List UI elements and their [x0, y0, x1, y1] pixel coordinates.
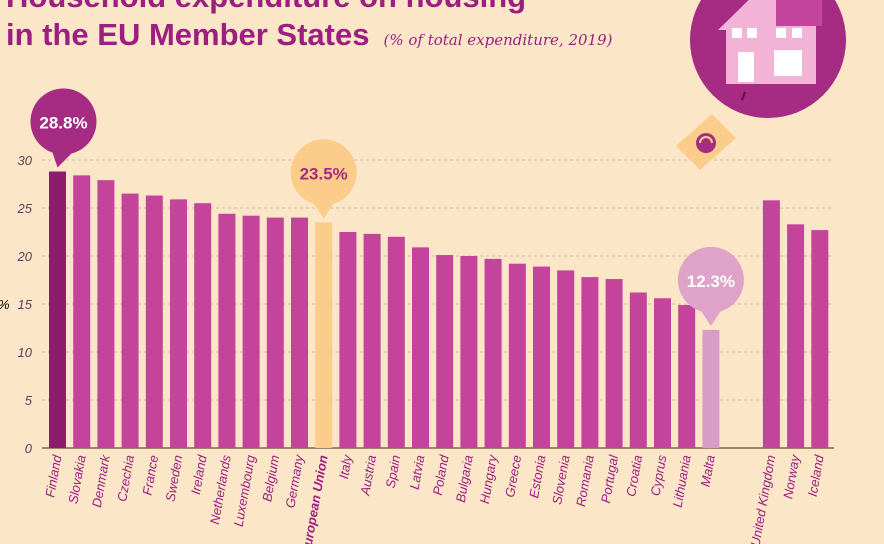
bar-luxembourg [242, 215, 260, 448]
bar-finland [49, 171, 66, 448]
bar-spain [387, 236, 405, 448]
category-label: Hungary [477, 452, 501, 504]
category-label: Luxembourg [231, 453, 258, 528]
callout-value: 12.3% [687, 272, 735, 291]
category-label: Norway [780, 452, 803, 499]
category-label: Netherlands [207, 453, 234, 525]
category-label: Latvia [407, 454, 428, 491]
bar-croatia [629, 292, 647, 448]
category-label: Croatia [623, 454, 645, 498]
bar-norway [787, 224, 805, 448]
category-label: Czechia [114, 454, 137, 503]
bar-lithuania [678, 304, 696, 448]
y-axis-ticks: 0 5 10 15 20 25 30 [17, 153, 33, 456]
y-tick-label: 5 [25, 393, 33, 408]
price-tag-icon [676, 114, 736, 170]
category-label: Lithuania [670, 454, 694, 509]
category-label: Slovakia [65, 454, 88, 505]
bar-denmark [97, 180, 115, 448]
category-label: Bulgaria [453, 454, 476, 504]
chart-title-line-1: Household expenditure on housing [6, 0, 612, 16]
bar-germany [291, 217, 308, 448]
callout-value: 28.8% [39, 114, 87, 133]
bar-portugal [605, 279, 623, 448]
bar-european-union [315, 222, 333, 448]
category-label: Romania [573, 454, 597, 508]
bar-sweden [170, 199, 187, 448]
category-label: Spain [383, 454, 404, 489]
bar-ireland [194, 203, 212, 448]
category-label: Malta [698, 454, 718, 488]
chart-subtitle: (% of total expenditure, 2019) [383, 31, 613, 49]
category-label: Greece [502, 454, 524, 499]
y-axis-label: % [0, 297, 10, 312]
y-tick-label: 15 [18, 297, 33, 312]
y-tick-label: 0 [25, 441, 33, 456]
callout-value: 23.5% [300, 164, 348, 183]
category-label: Iceland [805, 453, 827, 498]
bar-france [145, 195, 163, 448]
bar-latvia [412, 247, 429, 448]
bar-austria [363, 233, 381, 448]
bar-bulgaria [460, 256, 478, 448]
category-label: Ireland [188, 453, 210, 496]
bar-united-kingdom [762, 200, 780, 448]
callout-european-union: 23.5% [290, 139, 357, 219]
bar-greece [508, 263, 526, 448]
y-tick-label: 20 [17, 249, 33, 264]
category-label: Estonia [526, 454, 548, 499]
chart-title-line-2: in the EU Member States (% of total expen… [6, 16, 612, 59]
category-label: France [139, 454, 161, 496]
category-label: Belgium [259, 454, 282, 503]
category-label: Denmark [89, 452, 113, 508]
category-label: Portugal [598, 453, 621, 504]
callouts: 28.8% 23.5% 12.3% [30, 88, 744, 326]
callout-malta: 12.3% [677, 246, 744, 326]
bar-slovenia [557, 270, 575, 448]
chart-title-line-2-text: in the EU Member States [6, 17, 370, 52]
category-label: Austria [357, 454, 379, 497]
category-labels: Finland Slovakia Denmark Czechia France Swede… [42, 452, 827, 544]
y-tick-label: 10 [18, 345, 33, 360]
bar-italy [339, 232, 357, 448]
house-icon [690, 0, 846, 118]
category-label: Finland [42, 453, 64, 498]
bars [49, 171, 829, 449]
bar-romania [581, 277, 599, 448]
category-label: Sweden [163, 454, 186, 503]
category-label: Poland [430, 453, 452, 496]
category-label: Germany [282, 452, 306, 509]
bar-estonia [533, 266, 550, 448]
callout-finland: 28.8% [30, 88, 97, 168]
bar-malta [702, 329, 720, 448]
bar-czechia [121, 193, 139, 448]
bar-cyprus [654, 298, 671, 448]
bar-iceland [811, 230, 829, 448]
y-tick-label: 25 [17, 201, 33, 216]
category-label: United Kingdom [748, 454, 779, 544]
bar-poland [436, 255, 454, 448]
bar-hungary [484, 258, 502, 448]
y-tick-label: 30 [18, 153, 33, 168]
chart-title-block: Household expenditure on housing in the … [6, 0, 612, 59]
category-label: Italy [336, 452, 355, 480]
bar-netherlands [218, 213, 236, 448]
bar-slovakia [73, 175, 91, 449]
category-label: Cyprus [648, 453, 670, 497]
bar-belgium [266, 217, 284, 448]
category-label: Slovenia [549, 454, 572, 506]
